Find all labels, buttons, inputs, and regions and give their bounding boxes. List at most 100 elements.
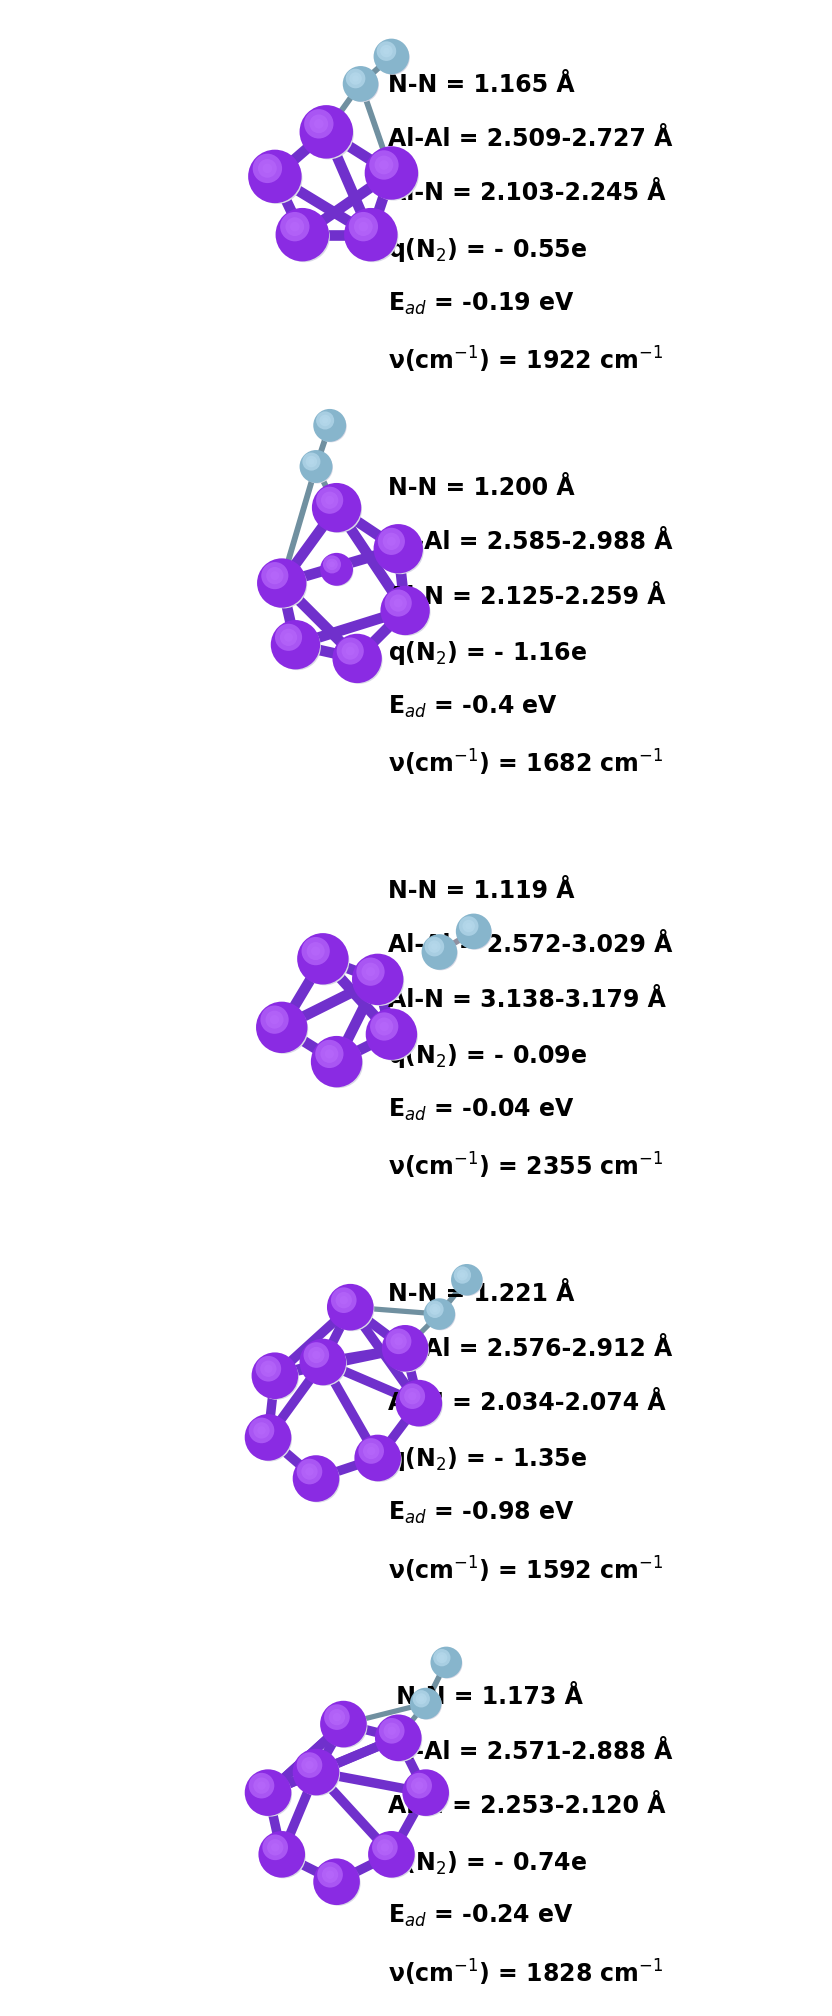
Circle shape [382,1325,428,1371]
Circle shape [326,1871,334,1879]
Circle shape [453,1266,483,1296]
Circle shape [333,633,382,683]
Circle shape [324,1048,334,1058]
Circle shape [453,1266,471,1284]
Circle shape [253,153,282,183]
Circle shape [436,1653,448,1663]
Circle shape [260,1006,308,1054]
Circle shape [343,67,379,101]
Circle shape [366,1008,417,1060]
Circle shape [297,933,349,984]
Circle shape [267,1839,284,1855]
Text: ν(cm$^{-1}$) = 1828 cm$^{-1}$: ν(cm$^{-1}$) = 1828 cm$^{-1}$ [388,1958,663,1988]
Circle shape [263,163,272,173]
Circle shape [403,1770,449,1816]
Circle shape [359,222,369,232]
Circle shape [388,1726,396,1736]
Circle shape [409,1391,417,1401]
Circle shape [301,1756,318,1774]
Circle shape [433,1649,463,1679]
Circle shape [322,417,328,423]
Circle shape [261,562,289,589]
Circle shape [380,587,430,635]
Circle shape [465,923,472,929]
Circle shape [331,1288,357,1312]
Circle shape [459,915,478,935]
Circle shape [255,1355,299,1399]
Circle shape [260,1361,276,1377]
Circle shape [404,1387,420,1405]
Circle shape [284,633,293,641]
Circle shape [387,536,396,546]
Circle shape [297,1752,322,1778]
Circle shape [366,968,375,976]
Circle shape [305,1468,314,1476]
Circle shape [293,1456,339,1502]
Circle shape [386,1329,411,1355]
Circle shape [304,1343,329,1367]
Circle shape [316,486,344,514]
Circle shape [370,1012,399,1040]
Circle shape [399,1383,443,1427]
Circle shape [330,1286,374,1331]
Circle shape [303,109,354,159]
Circle shape [320,552,353,587]
Circle shape [316,1861,360,1905]
Text: Al-N = 2.034-2.074 Å: Al-N = 2.034-2.074 Å [388,1391,666,1415]
Circle shape [346,69,365,89]
Circle shape [426,1300,443,1318]
Circle shape [259,1831,305,1877]
Circle shape [308,1347,324,1363]
Circle shape [260,562,307,609]
Circle shape [430,1647,462,1677]
Circle shape [355,958,404,1006]
Circle shape [297,1460,322,1484]
Circle shape [356,958,384,986]
Circle shape [275,623,302,651]
Circle shape [457,1270,468,1280]
Circle shape [348,212,399,262]
Circle shape [293,1748,339,1796]
Text: q(N$_2$) = - 1.16e: q(N$_2$) = - 1.16e [388,639,587,667]
Circle shape [253,1778,270,1794]
Circle shape [405,1772,449,1816]
Text: N-N = 1.173 Å: N-N = 1.173 Å [388,1685,582,1710]
Circle shape [367,1447,375,1456]
Text: q(N$_2$) = - 1.35e: q(N$_2$) = - 1.35e [388,1445,587,1474]
Circle shape [300,450,333,484]
Circle shape [412,1689,442,1720]
Circle shape [372,1835,398,1861]
Circle shape [314,1040,363,1089]
Circle shape [406,1772,432,1798]
Circle shape [311,946,320,956]
Text: N-N = 1.119 Å: N-N = 1.119 Å [388,879,574,903]
Circle shape [319,415,331,425]
Circle shape [248,1772,292,1816]
Circle shape [463,919,475,931]
Circle shape [374,524,423,573]
Circle shape [316,411,334,429]
Text: N-N = 1.165 Å: N-N = 1.165 Å [388,73,574,97]
Circle shape [300,1339,346,1385]
Circle shape [423,937,458,970]
Circle shape [384,48,389,54]
Circle shape [423,1298,455,1331]
Text: ν(cm$^{-1}$) = 1592 cm$^{-1}$: ν(cm$^{-1}$) = 1592 cm$^{-1}$ [388,1554,663,1585]
Text: ν(cm$^{-1}$) = 2355 cm$^{-1}$: ν(cm$^{-1}$) = 2355 cm$^{-1}$ [388,1151,663,1181]
Circle shape [335,1292,352,1308]
Circle shape [384,589,430,635]
Circle shape [342,643,359,659]
Circle shape [374,38,409,75]
Circle shape [260,1006,289,1034]
Circle shape [248,1417,292,1462]
Circle shape [424,937,444,956]
Circle shape [458,915,492,950]
Circle shape [249,1417,275,1443]
Circle shape [329,560,335,566]
Circle shape [253,1421,270,1439]
Circle shape [301,937,329,966]
Circle shape [354,218,373,236]
Circle shape [285,218,305,236]
Text: Al-N = 2.125-2.259 Å: Al-N = 2.125-2.259 Å [388,585,666,609]
Circle shape [329,1710,345,1726]
